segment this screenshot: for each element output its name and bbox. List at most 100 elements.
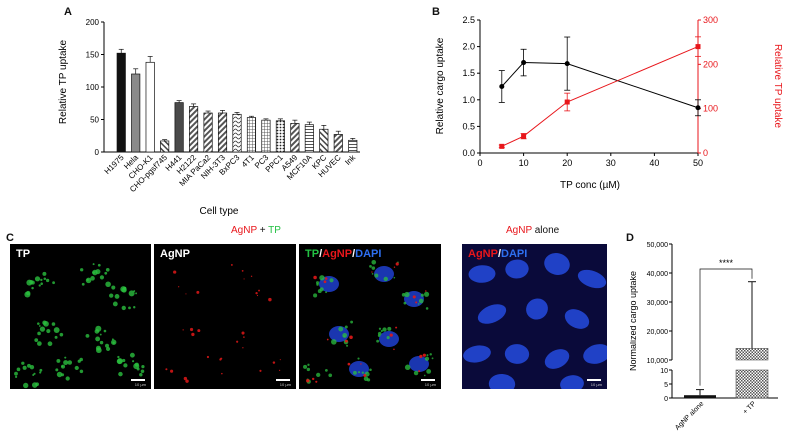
- fluorescence-spot: [206, 355, 210, 359]
- fluorescence-spot: [236, 340, 239, 343]
- fluorescence-spot: [250, 275, 253, 278]
- fluorescence-spot: [395, 262, 399, 266]
- significance-stars: ****: [719, 258, 734, 268]
- fluorescence-spot: [170, 369, 174, 373]
- fluorescence-spot: [413, 370, 419, 376]
- fluorescence-spot: [33, 372, 36, 375]
- fluorescence-spot: [426, 368, 432, 374]
- fluorescence-spot: [31, 286, 34, 290]
- fluorescence-spot: [346, 344, 349, 347]
- fluorescence-spot: [92, 263, 95, 266]
- fluorescence-spot: [53, 327, 60, 334]
- fluorescence-spot: [329, 278, 334, 283]
- fluorescence-spot: [109, 293, 114, 298]
- fluorescence-spot: [424, 356, 430, 361]
- micro-alone-label-agnp: AgNP: [468, 248, 498, 260]
- fluorescence-spot: [316, 283, 319, 286]
- fluorescence-spot: [139, 373, 143, 377]
- fluorescence-spot: [39, 371, 42, 374]
- fluorescence-spot: [420, 293, 424, 297]
- fluorescence-spot: [313, 293, 318, 298]
- chart-b-ytick-label-left: 1.0: [462, 95, 475, 105]
- fluorescence-spot: [303, 364, 308, 369]
- fluorescence-spot: [386, 336, 390, 340]
- fluorescence-spot: [43, 277, 47, 280]
- micro-merge-label-tp: TP: [305, 248, 320, 260]
- fluorescence-spot: [349, 335, 353, 340]
- fluorescence-spot: [272, 361, 276, 364]
- chart-d-ytick-label: 10: [660, 368, 668, 375]
- chart-a-bar: [174, 102, 184, 153]
- fluorescence-spot: [140, 369, 145, 374]
- fluorescence-spot: [383, 276, 388, 282]
- chart-a-xlabel: Cell type: [200, 206, 239, 217]
- chart-a-category-label: 4T1: [240, 153, 257, 170]
- c-header-tp: TP: [268, 225, 281, 236]
- chart-b-point: [521, 133, 527, 139]
- nucleus: [504, 344, 530, 364]
- fluorescence-spot: [369, 264, 372, 268]
- fluorescence-spot: [74, 365, 79, 371]
- fluorescence-spot: [173, 270, 177, 274]
- micro-alone-label-dapi: DAPI: [501, 248, 528, 260]
- fluorescence-spot: [134, 362, 139, 367]
- fluorescence-spot: [342, 332, 348, 338]
- fluorescence-spot: [183, 376, 188, 381]
- fluorescence-spot: [31, 382, 38, 388]
- chart-a-category-label: Ink: [343, 152, 358, 167]
- fluorescence-spot: [256, 294, 259, 297]
- chart-a-bar: [189, 106, 199, 153]
- nucleus: [505, 259, 529, 279]
- fluorescence-spot: [111, 285, 116, 290]
- fluorescence-spot: [278, 369, 281, 372]
- chart-b-xtick-label: 0: [477, 158, 482, 168]
- chart-a-bar: [232, 113, 242, 153]
- fluorescence-spot: [51, 322, 56, 326]
- nucleus: [564, 309, 590, 329]
- fluorescence-spot: [52, 281, 55, 285]
- micro-tp: TP 10 µm: [10, 244, 151, 389]
- fluorescence-spot: [39, 368, 43, 372]
- chart-b-xlabel: TP conc (µM): [560, 180, 620, 191]
- fluorescence-spot: [111, 338, 114, 341]
- fluorescence-spot: [241, 331, 245, 335]
- fluorescence-spot: [323, 280, 327, 284]
- chart-d-ytick-label: 40,000: [647, 271, 669, 278]
- fluorescence-spot: [185, 293, 187, 295]
- micro-merge-label-sep2: /: [352, 248, 356, 260]
- fluorescence-spot: [97, 263, 101, 267]
- chart-a-ytick-label: 50: [90, 116, 99, 125]
- fluorescence-spot: [128, 290, 135, 297]
- fluorescence-spot: [241, 269, 244, 272]
- nucleus: [374, 266, 394, 282]
- fluorescence-spot: [24, 291, 31, 298]
- fluorescence-spot: [319, 275, 325, 281]
- fluorescence-spot: [105, 281, 111, 288]
- fluorescence-spot: [178, 286, 180, 288]
- chart-b-ytick-label-right: 0: [703, 148, 708, 158]
- fluorescence-spot: [338, 326, 344, 332]
- fluorescence-spot: [404, 364, 411, 371]
- fluorescence-spot: [38, 325, 41, 327]
- chart-b-point: [499, 84, 505, 89]
- fluorescence-spot: [347, 362, 351, 366]
- fluorescence-spot: [104, 271, 108, 275]
- fluorescence-spot: [64, 356, 67, 359]
- chart-a-bar: [348, 139, 358, 153]
- fluorescence-spot: [14, 371, 18, 376]
- chart-b-point: [695, 44, 701, 50]
- fluorescence-spot: [360, 363, 362, 365]
- c-header-alone: AgNP alone: [506, 225, 559, 236]
- fluorescence-spot: [279, 359, 281, 361]
- fluorescence-spot: [418, 298, 424, 304]
- chart-a-bar: [319, 128, 329, 153]
- nucleus: [468, 265, 496, 283]
- fluorescence-spot: [259, 369, 262, 372]
- fluorescence-spot: [79, 357, 83, 362]
- scale-bar: [276, 379, 290, 381]
- fluorescence-spot: [132, 360, 135, 363]
- fluorescence-spot: [37, 322, 40, 325]
- fluorescence-spot: [94, 329, 100, 334]
- chart-b-ytick-label-right: 200: [703, 59, 718, 69]
- panel-letter-c: C: [6, 232, 14, 244]
